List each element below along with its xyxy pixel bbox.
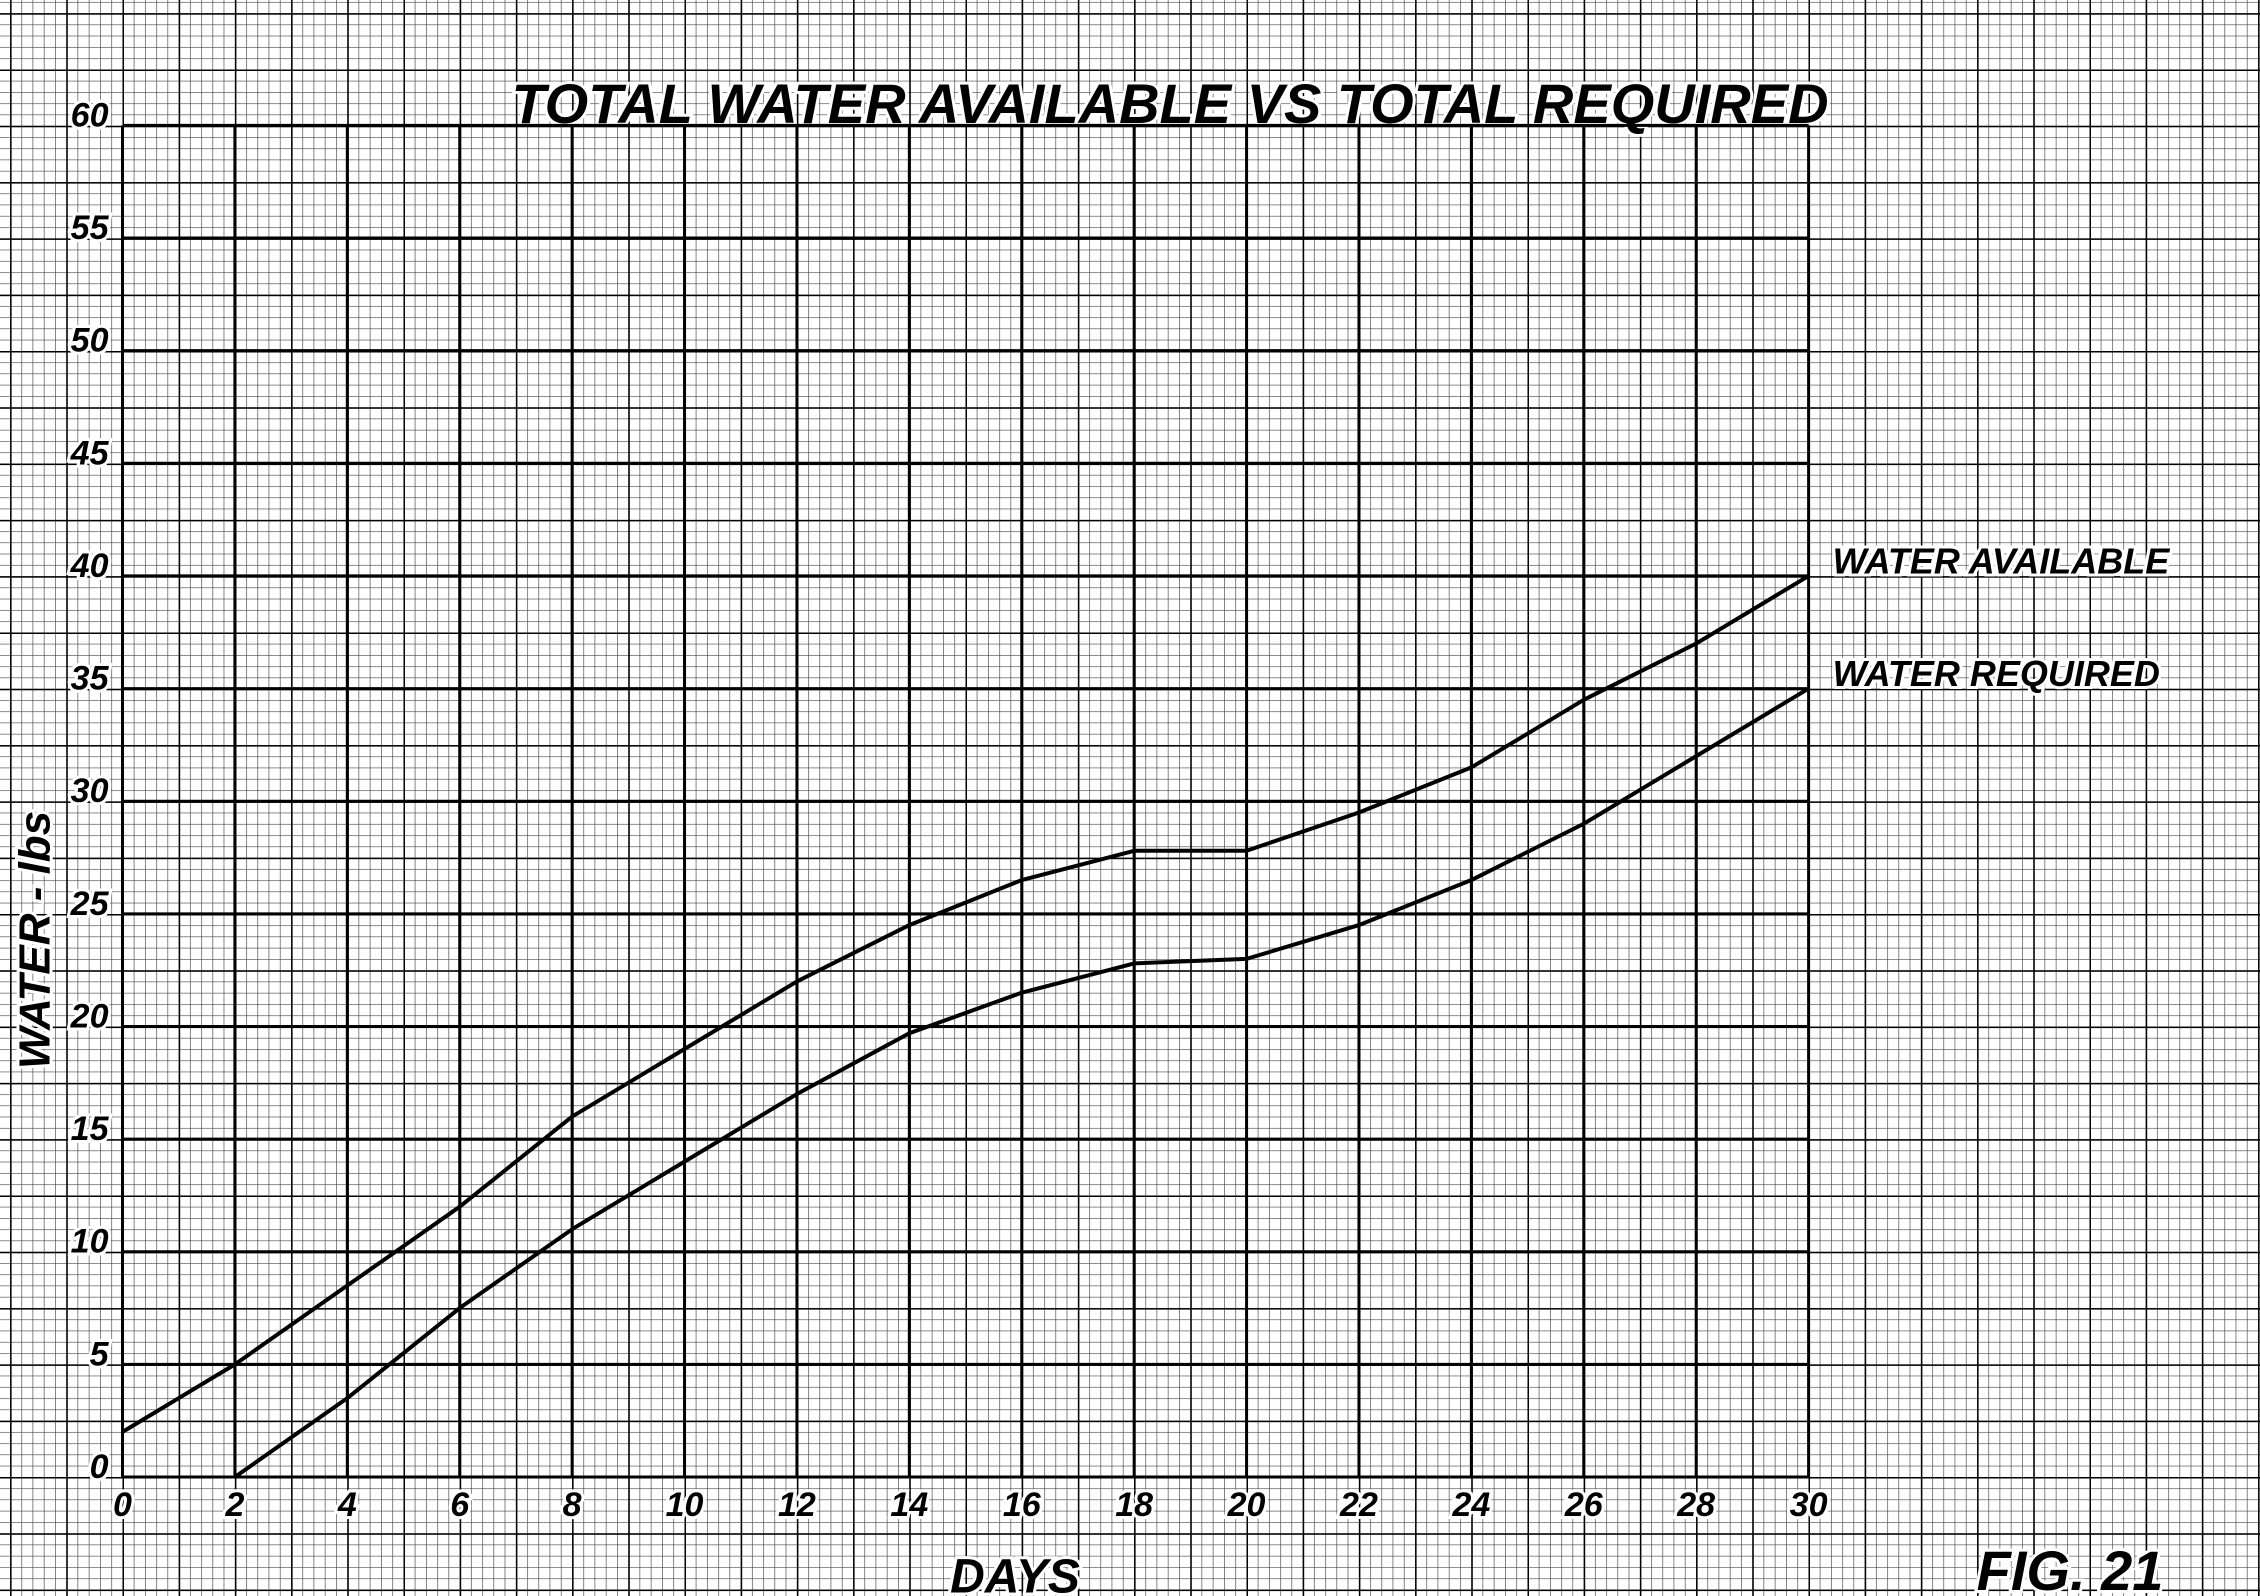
y-tick-label: 50 <box>71 322 109 360</box>
data-line <box>233 686 1810 1479</box>
y-tick-label: 15 <box>71 1110 110 1148</box>
x-tick-label: 6 <box>450 1486 470 1524</box>
x-tick-label: 30 <box>1790 1486 1828 1524</box>
x-tick-label: 10 <box>666 1486 704 1524</box>
y-tick-label: 0 <box>90 1448 109 1486</box>
x-tick-label: 16 <box>1003 1486 1042 1524</box>
x-axis-label: DAYS <box>950 1551 1080 1596</box>
y-tick-label: 55 <box>71 209 110 247</box>
x-tick-label: 24 <box>1451 1486 1490 1524</box>
y-tick-label: 10 <box>71 1223 109 1261</box>
x-tick-label: 28 <box>1676 1486 1715 1524</box>
y-tick-label: 5 <box>90 1335 110 1373</box>
y-tick-label: 40 <box>70 547 109 585</box>
x-tick-label: 12 <box>778 1486 816 1524</box>
y-tick-label: 35 <box>71 660 110 698</box>
x-tick-label: 4 <box>337 1486 357 1524</box>
x-tick-label: 20 <box>1227 1486 1266 1524</box>
x-tick-label: 26 <box>1564 1486 1604 1524</box>
figure-label: FIG. 21 <box>1977 1539 2164 1596</box>
x-tick-label: 8 <box>563 1486 582 1524</box>
y-tick-label: 25 <box>70 885 110 923</box>
y-tick-label: 30 <box>71 772 109 810</box>
y-tick-label: 20 <box>70 997 109 1035</box>
y-axis-label: WATER - lbs <box>11 811 60 1069</box>
y-tick-label: 60 <box>71 96 109 134</box>
x-tick-label: 18 <box>1115 1486 1153 1524</box>
x-tick-label: 22 <box>1339 1486 1378 1524</box>
x-tick-label: 2 <box>224 1486 244 1524</box>
y-tick-label: 45 <box>70 434 110 472</box>
x-tick-label: 14 <box>890 1486 928 1524</box>
series-label: WATER AVAILABLE <box>1833 540 2171 581</box>
series-label: WATER REQUIRED <box>1833 653 2160 694</box>
x-tick-label: 0 <box>113 1486 132 1524</box>
data-line <box>121 574 1810 1434</box>
